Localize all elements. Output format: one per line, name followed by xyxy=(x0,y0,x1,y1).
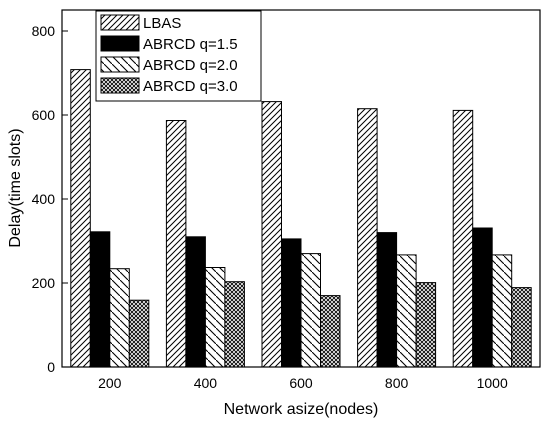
x-tick-label: 800 xyxy=(385,375,409,391)
bar-lbas-1000 xyxy=(452,109,474,368)
y-axis-title: Delay(time slots) xyxy=(7,128,24,247)
bar-abrcd-q-2-0-1000 xyxy=(491,254,513,368)
x-axis: 200 400 600 800 1000 xyxy=(98,375,508,391)
plot-frame xyxy=(61,9,541,368)
x-tick-label: 600 xyxy=(289,375,313,391)
bar-lbas-400 xyxy=(165,120,187,368)
y-tick-label: 0 xyxy=(47,359,55,375)
bar-abrcd-q-1-5-400 xyxy=(185,236,206,368)
bar-abrcd-q-3-0-600 xyxy=(320,295,341,368)
legend-label: ABRCD q=3.0 xyxy=(143,78,238,95)
legend-label: ABRCD q=1.5 xyxy=(143,36,238,53)
bar-abrcd-q-3-0-400 xyxy=(224,281,245,368)
legend-label: LBAS xyxy=(143,15,181,32)
x-tick-label: 1000 xyxy=(477,375,508,391)
legend: LBAS ABRCD q=1.5 ABRCD q=2.0 ABRCD q=3.0 xyxy=(95,10,262,102)
bar-abrcd-q-1-5-800 xyxy=(376,232,398,368)
bar-lbas-200 xyxy=(70,69,91,368)
legend-label: ABRCD q=2.0 xyxy=(143,57,238,74)
bar-lbas-800 xyxy=(357,108,378,368)
bar-lbas-600 xyxy=(261,101,282,368)
y-tick-label: 600 xyxy=(32,107,56,123)
bar-abrcd-q-3-0-1000 xyxy=(511,287,532,368)
bar-abrcd-q-3-0-800 xyxy=(415,282,437,368)
y-tick-label: 400 xyxy=(32,191,56,207)
legend-swatch xyxy=(100,77,140,94)
x-tick-label: 400 xyxy=(194,375,218,391)
bar-abrcd-q-2-0-800 xyxy=(396,254,417,368)
legend-swatch xyxy=(100,14,140,31)
x-axis-title: Network asize(nodes) xyxy=(224,401,379,418)
x-tick-label: 200 xyxy=(98,375,122,391)
legend-swatch xyxy=(100,56,140,73)
bar-abrcd-q-1-5-200 xyxy=(89,231,111,368)
bar-abrcd-q-2-0-200 xyxy=(109,268,130,368)
y-axis: 0 200 400 600 800 xyxy=(32,23,68,375)
bar-abrcd-q-2-0-600 xyxy=(300,253,321,368)
y-tick-label: 800 xyxy=(32,23,56,39)
bar-abrcd-q-3-0-200 xyxy=(128,299,150,368)
bar-abrcd-q-1-5-1000 xyxy=(472,227,493,368)
legend-swatch xyxy=(100,35,140,52)
bar-abrcd-q-1-5-600 xyxy=(281,238,302,368)
y-tick-label: 200 xyxy=(32,275,56,291)
bars-layer xyxy=(70,69,532,368)
bar-abrcd-q-2-0-400 xyxy=(204,267,226,368)
